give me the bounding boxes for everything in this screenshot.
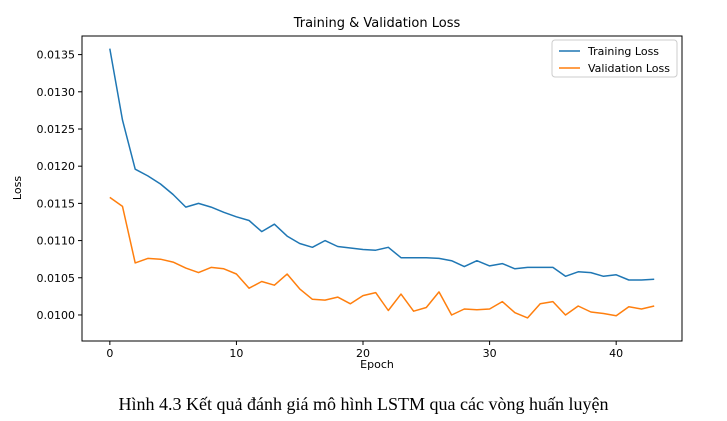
x-tick-label: 20 xyxy=(356,347,370,360)
legend-label: Training Loss xyxy=(587,45,659,58)
x-axis: 0 10 20 30 40 xyxy=(106,341,623,360)
x-tick-label: 0 xyxy=(106,347,113,360)
series-lines xyxy=(109,48,655,319)
series-line-training-loss xyxy=(109,48,655,281)
series-line-validation-loss xyxy=(109,196,655,319)
y-axis: 0.0100 0.0105 0.0110 0.0115 0.0120 0.0125 0.01… xyxy=(37,49,82,322)
y-axis-label: Loss xyxy=(11,176,24,200)
y-tick-label: 0.0100 xyxy=(37,309,76,322)
legend-label: Validation Loss xyxy=(588,62,670,75)
y-tick-label: 0.0120 xyxy=(37,160,76,173)
x-tick-label: 40 xyxy=(609,347,623,360)
y-tick-label: 0.0130 xyxy=(37,86,76,99)
x-tick-label: 10 xyxy=(229,347,243,360)
x-tick-label: 30 xyxy=(483,347,497,360)
chart-title: Training & Validation Loss xyxy=(293,16,461,31)
y-tick-label: 0.0110 xyxy=(37,235,76,248)
y-tick-label: 0.0105 xyxy=(37,272,76,285)
x-axis-label: Epoch xyxy=(360,358,394,371)
legend: Training Loss Validation Loss xyxy=(551,39,678,78)
legend-box xyxy=(551,39,678,78)
figure-caption: Hình 4.3 Kết quả đánh giá mô hình LSTM q… xyxy=(118,394,609,414)
chart: Training & Validation Loss 0 10 20 30 40 0.0… xyxy=(11,16,683,371)
plot-area xyxy=(81,35,683,342)
y-tick-label: 0.0115 xyxy=(37,197,76,210)
y-tick-label: 0.0125 xyxy=(37,123,76,136)
y-tick-label: 0.0135 xyxy=(37,49,76,62)
